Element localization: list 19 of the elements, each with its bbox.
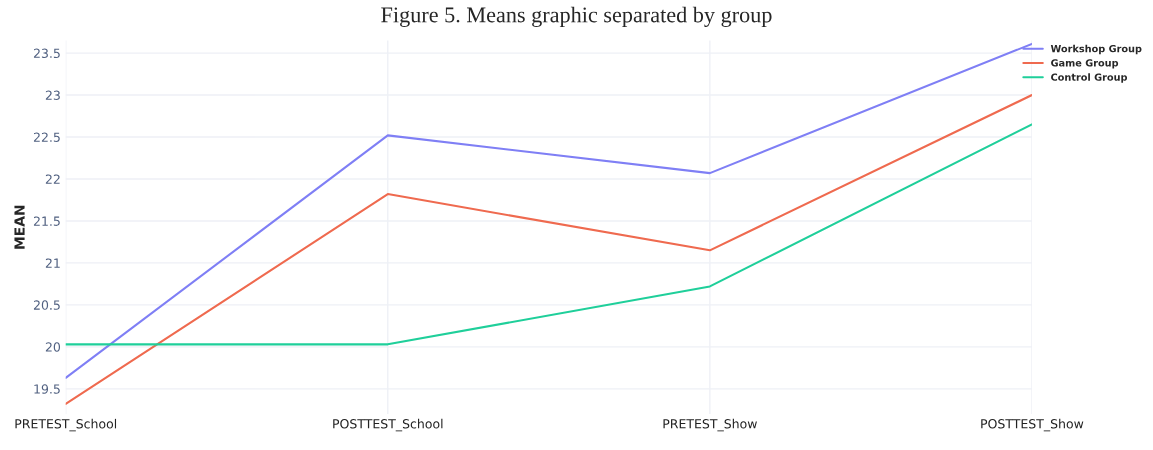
x-tick-label: POSTTEST_School xyxy=(333,418,443,432)
y-tick-label: 19.5 xyxy=(34,384,60,394)
y-tick-label: 23.5 xyxy=(33,48,60,59)
y-tick-label: 20.5 xyxy=(33,300,60,310)
y-tick-label: 23 xyxy=(45,90,60,100)
x-tick-label: POSTTEST_Show xyxy=(981,418,1084,432)
y-tick-label: 22 xyxy=(45,174,60,184)
x-tick-label: PRETEST_Show xyxy=(663,418,757,432)
y-tick-label: 21.5 xyxy=(33,216,60,226)
line-series xyxy=(65,94,1032,405)
legend-label: Workshop Group xyxy=(1050,44,1142,55)
y-tick-label: 22.5 xyxy=(33,132,60,142)
x-tick-label: PRETEST_School xyxy=(15,418,117,432)
legend-label: Control Group xyxy=(1051,73,1128,83)
y-tick-label: 20 xyxy=(45,342,61,352)
y-tick-label: 21 xyxy=(45,258,60,268)
legend-label: Game Group xyxy=(1051,59,1119,69)
y-axis-title: MEAN xyxy=(14,205,25,249)
chart-title: Figure 5. Means graphic separated by group xyxy=(381,6,772,27)
